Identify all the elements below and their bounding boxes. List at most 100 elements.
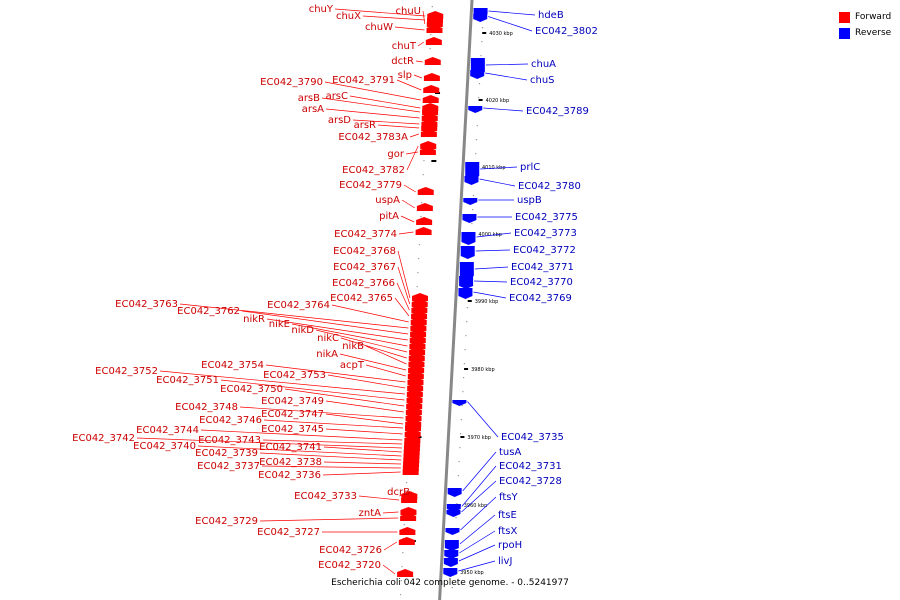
reverse-gene-arrow: [465, 162, 480, 179]
forward-gene-leader: [315, 329, 408, 353]
forward-gene-leader: [241, 310, 409, 335]
reverse-gene-leader: [480, 166, 518, 170]
strand-tick: [475, 153, 477, 155]
strand-tick: [429, 48, 431, 50]
forward-gene-leader: [323, 461, 402, 465]
reverse-gene-leader: [479, 178, 516, 187]
strand-tick: [400, 580, 402, 582]
strand-tick: [416, 286, 418, 288]
forward-gene-label: EC042_3729: [195, 516, 258, 527]
forward-gene-arrow: [422, 95, 439, 103]
strand-tick: [463, 377, 465, 379]
forward-gene-leader: [159, 370, 405, 395]
forward-gene-label: EC042_3790: [260, 77, 323, 88]
scale-marker: [464, 368, 469, 370]
forward-gene-arrow: [408, 353, 425, 361]
forward-gene-leader: [291, 323, 408, 347]
reverse-gene-arrow: [452, 400, 467, 406]
genome-caption: Escherichia coli 042 complete genome. - …: [331, 578, 569, 588]
reverse-gene-leader: [459, 530, 496, 554]
forward-gene-label: arsB: [298, 93, 320, 104]
reverse-gene-label: EC042_3773: [514, 228, 577, 239]
forward-gene-arrow: [421, 123, 438, 131]
forward-gene-leader: [383, 541, 398, 551]
forward-gene-label: EC042_3746: [199, 415, 262, 426]
reverse-gene-leader: [485, 63, 529, 66]
forward-gene-leader: [327, 374, 406, 389]
forward-gene-label: chuU: [396, 6, 422, 17]
strand-tick: [458, 461, 460, 463]
forward-gene-arrow: [425, 37, 442, 45]
forward-gene-leader: [406, 145, 419, 171]
forward-gene-label: EC042_3774: [334, 229, 397, 240]
forward-gene-leader: [239, 406, 404, 419]
forward-gene-label: nikD: [291, 325, 314, 336]
reverse-gene-arrow: [464, 176, 479, 185]
reverse-gene-arrow: [458, 288, 473, 299]
strand-tick: [463, 363, 465, 365]
reverse-gene-label: EC042_3770: [510, 277, 573, 288]
forward-gene-arrow: [408, 365, 425, 373]
scale-marker: [467, 300, 472, 302]
reverse-gene-arrow: [473, 14, 488, 22]
forward-gene-arrow: [416, 203, 433, 211]
strand-tick: [466, 321, 468, 323]
forward-gene-arrow: [406, 389, 423, 397]
reverse-gene-leader: [476, 232, 512, 238]
forward-gene-arrow: [406, 401, 423, 409]
reverse-gene-label: uspB: [517, 195, 542, 206]
strand-tick: [466, 307, 468, 309]
forward-gene-label: EC042_3765: [330, 293, 393, 304]
forward-gene-label: EC042_3766: [332, 278, 395, 289]
forward-gene-leader: [334, 8, 426, 17]
reverse-gene-arrow: [459, 276, 474, 289]
reverse-gene-label: ftsX: [498, 526, 517, 537]
forward-gene-label: EC042_3750: [220, 384, 283, 395]
scale-label: 3950 kbp: [460, 570, 484, 576]
reverse-gene-leader: [460, 496, 497, 531]
forward-gene-arrow: [401, 495, 418, 503]
forward-gene-arrow: [398, 537, 415, 545]
forward-gene-arrow: [408, 359, 425, 367]
reverse-gene-arrow: [470, 70, 485, 79]
strand-tick: [459, 447, 461, 449]
forward-gene-arrow: [411, 311, 428, 319]
forward-gene-arrow: [421, 113, 438, 121]
forward-gene-arrow: [410, 317, 427, 325]
forward-gene-label: chuY: [309, 4, 334, 15]
forward-gene-leader: [284, 388, 405, 407]
forward-gene-label: EC042_3737: [197, 461, 260, 472]
strand-tick: [418, 258, 420, 260]
scale-label: 3970 kbp: [467, 435, 491, 441]
reverse-gene-label: EC042_3769: [509, 293, 572, 304]
forward-gene-label: arsR: [354, 120, 376, 131]
forward-gene-label: EC042_3727: [257, 527, 320, 538]
forward-gene-arrow: [407, 371, 424, 379]
scale-label: 3990 kbp: [475, 299, 499, 305]
reverse-gene-label: EC042_3772: [513, 245, 576, 256]
forward-gene-arrow: [420, 129, 437, 137]
reverse-gene-label: EC042_3771: [511, 262, 574, 273]
forward-gene-label: arsC: [326, 91, 348, 102]
reverse-gene-leader: [461, 465, 497, 507]
forward-gene-label: gor: [387, 149, 404, 160]
forward-gene-label: dctR: [391, 56, 414, 67]
forward-gene-leader: [362, 15, 426, 21]
forward-gene-leader: [265, 364, 406, 383]
strand-tick: [472, 209, 474, 211]
scale-marker: [431, 160, 437, 162]
strand-tick: [476, 125, 478, 127]
forward-gene-leader: [325, 108, 420, 119]
scale-marker: [460, 436, 465, 438]
forward-gene-arrow: [416, 217, 433, 225]
reverse-gene-leader: [462, 451, 497, 492]
reverse-gene-label: chuS: [530, 75, 555, 86]
forward-gene-label: EC042_3747: [261, 409, 324, 420]
forward-gene-leader: [325, 400, 404, 413]
strand-tick: [417, 272, 419, 274]
forward-gene-label: dcrB: [387, 487, 410, 498]
forward-gene-arrow: [405, 413, 422, 421]
reverse-gene-arrow: [460, 246, 475, 259]
forward-gene-arrow: [404, 429, 421, 437]
forward-gene-label: EC042_3745: [261, 424, 324, 435]
